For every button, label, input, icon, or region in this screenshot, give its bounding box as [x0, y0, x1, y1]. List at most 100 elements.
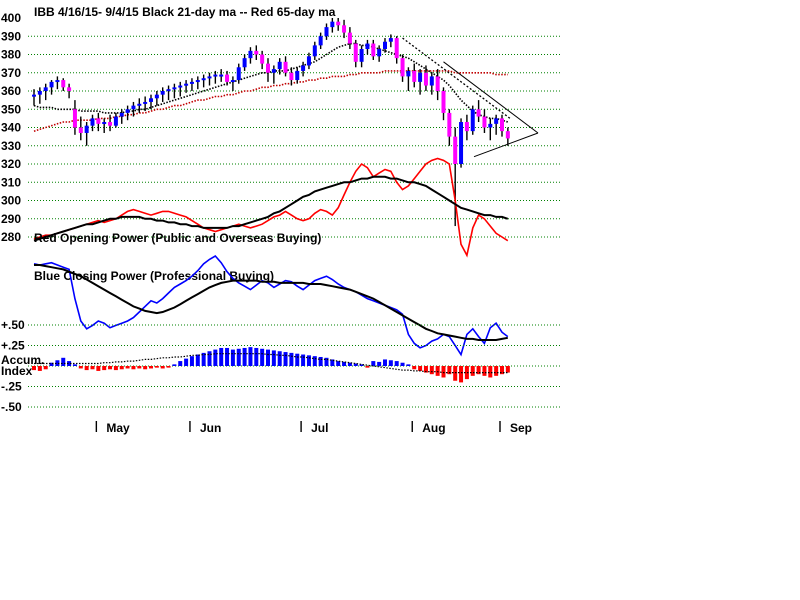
price-bar-0: [32, 89, 36, 106]
price-bar-body: [149, 98, 153, 102]
price-bar-23: [166, 85, 171, 101]
price-bar-body: [412, 70, 417, 82]
price-bar-body: [37, 91, 42, 95]
upper-trendline: [443, 61, 539, 134]
accum-bar-13: [108, 366, 113, 370]
price-bar-body: [195, 80, 200, 83]
price-bar-body: [78, 127, 83, 133]
price-bar-5: [61, 78, 66, 91]
accum-axis-ticks: +.50 +.25 -.25 -.50: [1, 318, 25, 414]
price-bar-body: [236, 67, 241, 81]
accum-bar-73: [459, 366, 464, 383]
price-bar-body: [482, 116, 487, 128]
price-bar-body: [43, 87, 48, 91]
price-bar-50: [324, 23, 329, 40]
price-bar-77: [482, 109, 487, 133]
accum-bar-66: [418, 366, 423, 371]
accum-bar-63: [400, 362, 405, 366]
price-bar-78: [488, 118, 493, 141]
price-bar-body: [266, 63, 270, 73]
price-bar-body: [500, 118, 504, 132]
price-bar-72: [453, 127, 458, 227]
lower-trendline: [473, 132, 539, 158]
price-bar-54: [347, 27, 352, 50]
price-bar-57: [365, 39, 370, 55]
price-bar-body: [295, 70, 300, 81]
price-bar-40: [266, 58, 270, 82]
ma65-line: [33, 70, 508, 132]
price-bar-body: [342, 25, 347, 33]
chart-title: IBB 4/16/15- 9/4/15 Black 21-day ma -- R…: [34, 5, 336, 19]
price-bar-body: [459, 122, 464, 164]
price-bar-28: [195, 76, 200, 90]
accum-bar-28: [195, 354, 200, 366]
price-bar-body: [96, 118, 101, 124]
ytick-370: 370: [1, 66, 21, 80]
ytick-380: 380: [1, 48, 21, 62]
price-bar-body: [207, 76, 212, 79]
price-bar-body: [324, 27, 329, 37]
price-bar-66: [418, 69, 423, 95]
price-bar-80: [500, 114, 504, 137]
price-bar-52: [336, 18, 341, 31]
price-bar-body: [318, 36, 323, 46]
price-bar-body: [377, 49, 382, 57]
price-bar-body: [453, 136, 458, 164]
price-bar-body: [125, 109, 130, 113]
accum-bar-30: [207, 351, 212, 366]
accum-label-line1: Accum.: [1, 353, 44, 367]
price-bar-body: [172, 87, 177, 90]
accum-bar-0: [32, 366, 36, 371]
price-bar-15: [119, 109, 124, 124]
accum-bar-64: [406, 364, 411, 366]
accum-bar-50: [324, 357, 329, 366]
price-bar-body: [388, 38, 393, 42]
price-bar-34: [230, 76, 235, 91]
price-bar-59: [377, 45, 382, 62]
price-bar-body: [230, 80, 235, 83]
price-bar-29: [201, 74, 206, 88]
price-bar-21: [154, 91, 159, 106]
accum-bar-6: [67, 361, 72, 366]
price-bar-51: [330, 18, 335, 33]
price-bar-67: [423, 65, 428, 91]
price-bar-body: [137, 103, 142, 106]
closing-power-ma-line: [34, 264, 508, 341]
accum-bar-14: [113, 366, 118, 371]
price-bar-body: [49, 81, 54, 88]
price-bar-body: [435, 76, 440, 91]
price-bar-20: [149, 94, 153, 110]
price-bar-body: [447, 112, 452, 137]
accum-bar-68: [429, 366, 434, 375]
price-bar-body: [301, 65, 306, 71]
price-bar-18: [137, 98, 142, 113]
accum-bar-10: [90, 366, 95, 370]
price-bar-body: [242, 58, 247, 68]
accum-bar-51: [330, 359, 335, 366]
price-bar-body: [67, 87, 72, 91]
accum-bar-39: [260, 348, 265, 366]
ytick-390: 390: [1, 29, 21, 43]
accum-ma-line: [34, 353, 508, 374]
price-bar-body: [494, 118, 499, 124]
price-bar-35: [236, 63, 241, 84]
accum-bar-16: [125, 366, 130, 369]
accum-bar-72: [453, 366, 458, 381]
accum-bar-15: [119, 366, 124, 370]
accum-bar-29: [201, 352, 206, 366]
price-bar-81: [505, 127, 510, 146]
price-bar-42: [277, 58, 282, 75]
accum-bar-57: [365, 366, 370, 368]
accum-bar-74: [464, 366, 469, 380]
accum-bar-3: [49, 362, 54, 366]
price-bar-body: [166, 89, 171, 92]
price-bar-body: [61, 80, 66, 88]
price-bar-body: [371, 43, 376, 57]
price-bar-body: [365, 43, 370, 50]
accum-bar-61: [388, 360, 393, 366]
accum-bar-70: [441, 366, 446, 378]
price-bar-body: [488, 123, 493, 128]
accum-bar-4: [55, 360, 60, 366]
closing-power-label: Blue Closing Power (Professional Buying): [34, 269, 274, 283]
